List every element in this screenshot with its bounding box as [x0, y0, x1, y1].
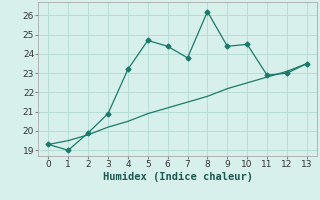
- X-axis label: Humidex (Indice chaleur): Humidex (Indice chaleur): [103, 172, 252, 182]
